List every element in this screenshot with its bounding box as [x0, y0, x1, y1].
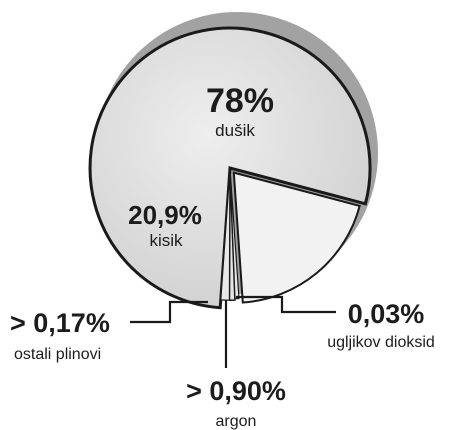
leader-line-carbon-dioxide	[236, 295, 336, 314]
slice-value-oxygen: 20,9%	[128, 200, 202, 230]
slice-label-other-gases: ostali plinovi	[14, 346, 101, 363]
slice-value-argon: > 0,90%	[186, 376, 286, 406]
pie-slice-nitrogen	[88, 26, 372, 310]
slice-value-nitrogen: 78%	[206, 82, 274, 120]
slice-value-other-gases: > 0,17%	[10, 308, 110, 338]
leader-line-other-gases	[130, 300, 208, 324]
pie-slice-oxygen	[232, 171, 361, 304]
slice-label-carbon-dioxide: ugljikov dioksid	[327, 334, 435, 351]
slice-label-oxygen: kisik	[149, 231, 183, 250]
pie-slice-other-gases	[229, 169, 240, 300]
slice-value-carbon-dioxide: 0,03%	[348, 299, 425, 329]
slice-label-nitrogen: dušik	[215, 121, 255, 140]
slice-label-argon: argon	[216, 413, 257, 430]
